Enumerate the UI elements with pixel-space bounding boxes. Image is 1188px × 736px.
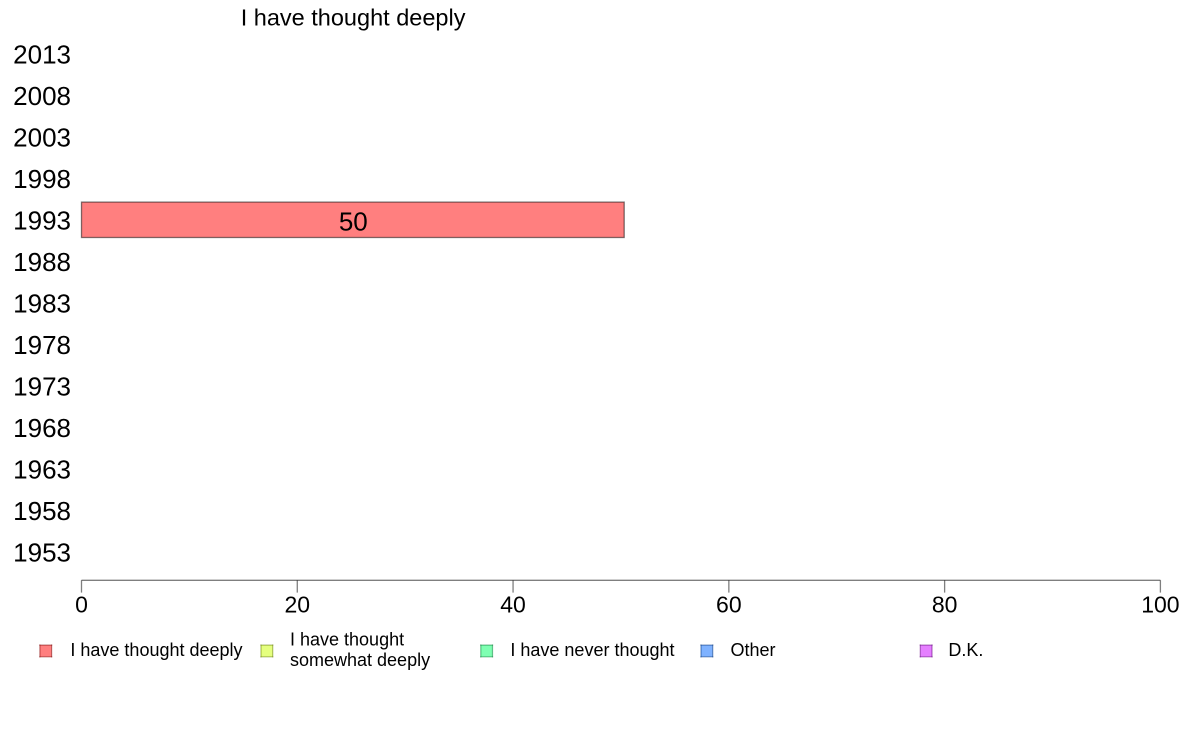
svg-text:1998: 1998 — [13, 164, 71, 194]
svg-text:1953: 1953 — [13, 538, 71, 568]
svg-text:1958: 1958 — [13, 496, 71, 526]
svg-text:20: 20 — [284, 591, 310, 617]
svg-text:1968: 1968 — [13, 413, 71, 443]
svg-text:2003: 2003 — [13, 123, 71, 153]
svg-text:2013: 2013 — [13, 40, 71, 70]
svg-text:50: 50 — [339, 206, 368, 236]
svg-text:1993: 1993 — [13, 206, 71, 236]
svg-text:1978: 1978 — [13, 330, 71, 360]
svg-text:80: 80 — [932, 591, 958, 617]
svg-text:40: 40 — [500, 591, 526, 617]
svg-text:1988: 1988 — [13, 247, 71, 277]
svg-text:1963: 1963 — [13, 455, 71, 485]
svg-text:somewhat deeply: somewhat deeply — [290, 650, 430, 670]
svg-text:I have thought deeply: I have thought deeply — [241, 5, 466, 31]
svg-text:D.K.: D.K. — [948, 640, 983, 660]
svg-text:I have thought: I have thought — [290, 629, 404, 649]
svg-text:60: 60 — [716, 591, 742, 617]
svg-text:100: 100 — [1141, 591, 1179, 617]
svg-text:I have never thought: I have never thought — [510, 640, 674, 660]
svg-text:2008: 2008 — [13, 81, 71, 111]
svg-text:1983: 1983 — [13, 289, 71, 319]
svg-text:1973: 1973 — [13, 372, 71, 402]
svg-text:I have thought deeply: I have thought deeply — [70, 640, 242, 660]
svg-text:Other: Other — [731, 640, 776, 660]
svg-text:0: 0 — [75, 591, 88, 617]
